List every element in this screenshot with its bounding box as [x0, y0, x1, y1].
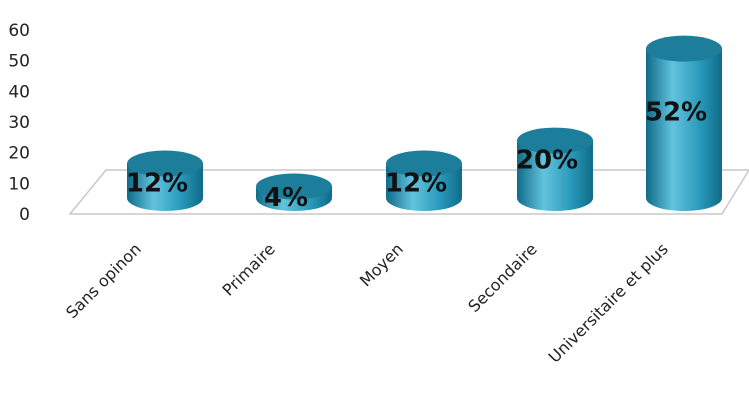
y-tick-label: 20 [8, 144, 30, 164]
x-tick-label: Secondaire [464, 239, 541, 316]
y-axis: 0 10 20 30 40 50 60 [8, 21, 30, 225]
bar-top [127, 150, 203, 177]
y-tick-label: 30 [8, 113, 30, 133]
x-tick-label: Sans opinon [62, 239, 145, 322]
data-label: 52% [645, 98, 707, 128]
bar-top [386, 150, 462, 177]
bar-4 [646, 35, 722, 211]
bar-3 [517, 127, 593, 211]
x-tick-label: Primaire [219, 239, 279, 299]
bar-top [517, 127, 593, 154]
y-tick-label: 60 [8, 21, 30, 41]
data-label: 12% [385, 169, 447, 199]
bar-top [646, 35, 722, 62]
bar-1 [256, 173, 332, 211]
data-label: 12% [126, 169, 188, 199]
x-axis: Sans opinon Primaire Moyen Secondaire Univer… [62, 239, 672, 366]
x-tick-label: Universitaire et plus [545, 239, 672, 366]
bar-0 [127, 150, 203, 211]
bar-body [517, 140, 593, 211]
bar-2 [386, 150, 462, 211]
y-tick-label: 0 [19, 205, 30, 225]
data-label: 4% [264, 183, 308, 213]
y-tick-label: 40 [8, 82, 30, 102]
bar-top [256, 173, 332, 200]
y-tick-label: 50 [8, 52, 30, 72]
bars-group: 12% 4% 12% 20% 52% [126, 35, 722, 213]
bar-body [386, 163, 462, 211]
x-tick-label: Moyen [356, 239, 407, 290]
data-label: 20% [516, 146, 578, 176]
bar-body [646, 48, 722, 211]
y-tick-label: 10 [8, 174, 30, 194]
bar-body [127, 163, 203, 211]
